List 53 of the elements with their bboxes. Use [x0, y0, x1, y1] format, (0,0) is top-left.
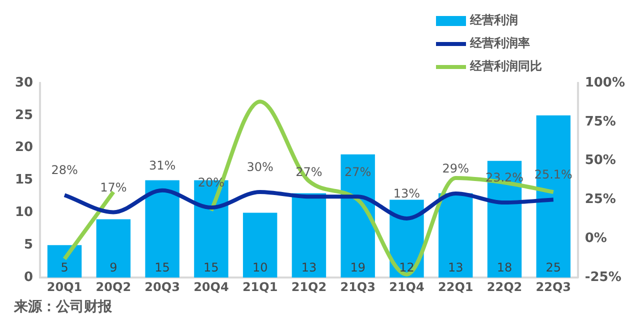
data-label: 10: [252, 260, 268, 275]
data-label: 25: [546, 260, 562, 275]
y2-tick-label: 100%: [584, 75, 626, 90]
x-tick-label: 20Q1: [46, 280, 82, 294]
y2-tick-label: 0%: [584, 231, 607, 246]
data-label: 17%: [100, 180, 127, 194]
y2-tick-label: 25%: [584, 192, 616, 208]
data-label: 5: [60, 260, 68, 275]
bar: [536, 115, 571, 278]
y-tick-label: 0: [24, 270, 34, 285]
y2-tick-label: -25%: [584, 270, 622, 285]
x-tick-label: 21Q1: [242, 280, 278, 294]
bar: [292, 193, 326, 278]
data-label: 28%: [51, 163, 78, 178]
data-label: 15: [154, 260, 170, 275]
y2-tick-label: 50%: [584, 153, 616, 168]
data-label: 13: [301, 260, 317, 275]
data-label: 18: [496, 260, 512, 275]
x-tick-label: 21Q2: [291, 280, 327, 294]
data-label: 15: [204, 260, 219, 275]
bar: [438, 193, 473, 278]
y-tick-label: 5: [24, 238, 34, 253]
data-label: 13: [448, 260, 464, 275]
data-label: 13%: [393, 186, 420, 201]
x-tick-label: 21Q3: [340, 280, 376, 294]
x-tick-label: 22Q1: [438, 280, 474, 294]
x-tick-label: 20Q4: [194, 280, 229, 294]
x-tick-label: 22Q3: [536, 280, 572, 294]
legend-label: 经营利润: [470, 12, 518, 29]
data-label: 9: [110, 260, 118, 275]
y-tick-label: 15: [14, 172, 34, 188]
y2-tick-label: 75%: [584, 114, 616, 130]
bar: [96, 219, 131, 278]
data-label: 12: [399, 260, 414, 275]
source-note: 来源：公司财报: [12, 298, 113, 316]
bar: [145, 180, 180, 278]
bar: [47, 245, 82, 278]
data-label: 31%: [148, 158, 176, 173]
y-tick-label: 25: [14, 108, 34, 123]
bar: [242, 212, 278, 278]
x-tick-label: 20Q2: [96, 280, 132, 294]
legend-label: 经营利润率: [470, 35, 530, 52]
data-label: 19: [350, 260, 366, 275]
data-label: 29%: [442, 162, 469, 176]
y-tick-label: 10: [14, 205, 34, 220]
y-tick-label: 20: [14, 140, 34, 156]
x-tick-label: 21Q4: [389, 280, 424, 294]
x-tick-label: 22Q2: [486, 280, 522, 294]
x-tick-label: 20Q3: [144, 280, 180, 294]
data-label: 27%: [344, 164, 372, 179]
data-label: 30%: [246, 160, 274, 174]
y-tick-label: 30: [14, 75, 34, 90]
legend-label: 经营利润同比: [470, 58, 542, 75]
